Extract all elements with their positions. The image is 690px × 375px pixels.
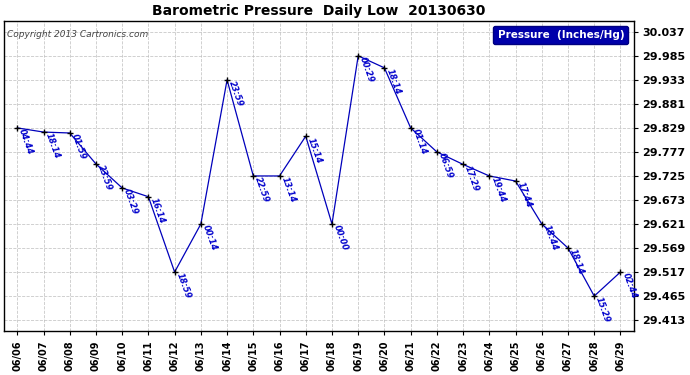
Text: 23:59: 23:59 [227, 80, 245, 108]
Text: 19:44: 19:44 [489, 176, 507, 204]
Text: 16:14: 16:14 [148, 197, 166, 225]
Text: 18:14: 18:14 [43, 132, 61, 160]
Title: Barometric Pressure  Daily Low  20130630: Barometric Pressure Daily Low 20130630 [152, 4, 486, 18]
Text: 03:29: 03:29 [122, 188, 140, 216]
Text: 18:14: 18:14 [568, 248, 586, 276]
Text: 01:14: 01:14 [411, 128, 428, 156]
Text: 15:14: 15:14 [306, 136, 324, 165]
Text: 01:59: 01:59 [70, 133, 88, 161]
Text: 00:29: 00:29 [358, 56, 376, 84]
Text: 02:44: 02:44 [620, 272, 638, 300]
Text: Copyright 2013 Cartronics.com: Copyright 2013 Cartronics.com [8, 30, 148, 39]
Text: 00:14: 00:14 [201, 224, 219, 252]
Text: 18:59: 18:59 [175, 272, 193, 300]
Text: 00:00: 00:00 [332, 224, 350, 252]
Text: 23:59: 23:59 [96, 164, 114, 192]
Text: 18:14: 18:14 [384, 68, 402, 96]
Text: 17:29: 17:29 [463, 164, 481, 193]
Text: 18:44: 18:44 [542, 224, 560, 252]
Text: 15:29: 15:29 [594, 296, 612, 324]
Text: 17:44: 17:44 [515, 181, 533, 209]
Legend: Pressure  (Inches/Hg): Pressure (Inches/Hg) [493, 26, 629, 44]
Text: 22:59: 22:59 [253, 176, 271, 204]
Text: 13:14: 13:14 [279, 176, 297, 204]
Text: 06:59: 06:59 [437, 152, 455, 180]
Text: 04:44: 04:44 [17, 128, 35, 156]
